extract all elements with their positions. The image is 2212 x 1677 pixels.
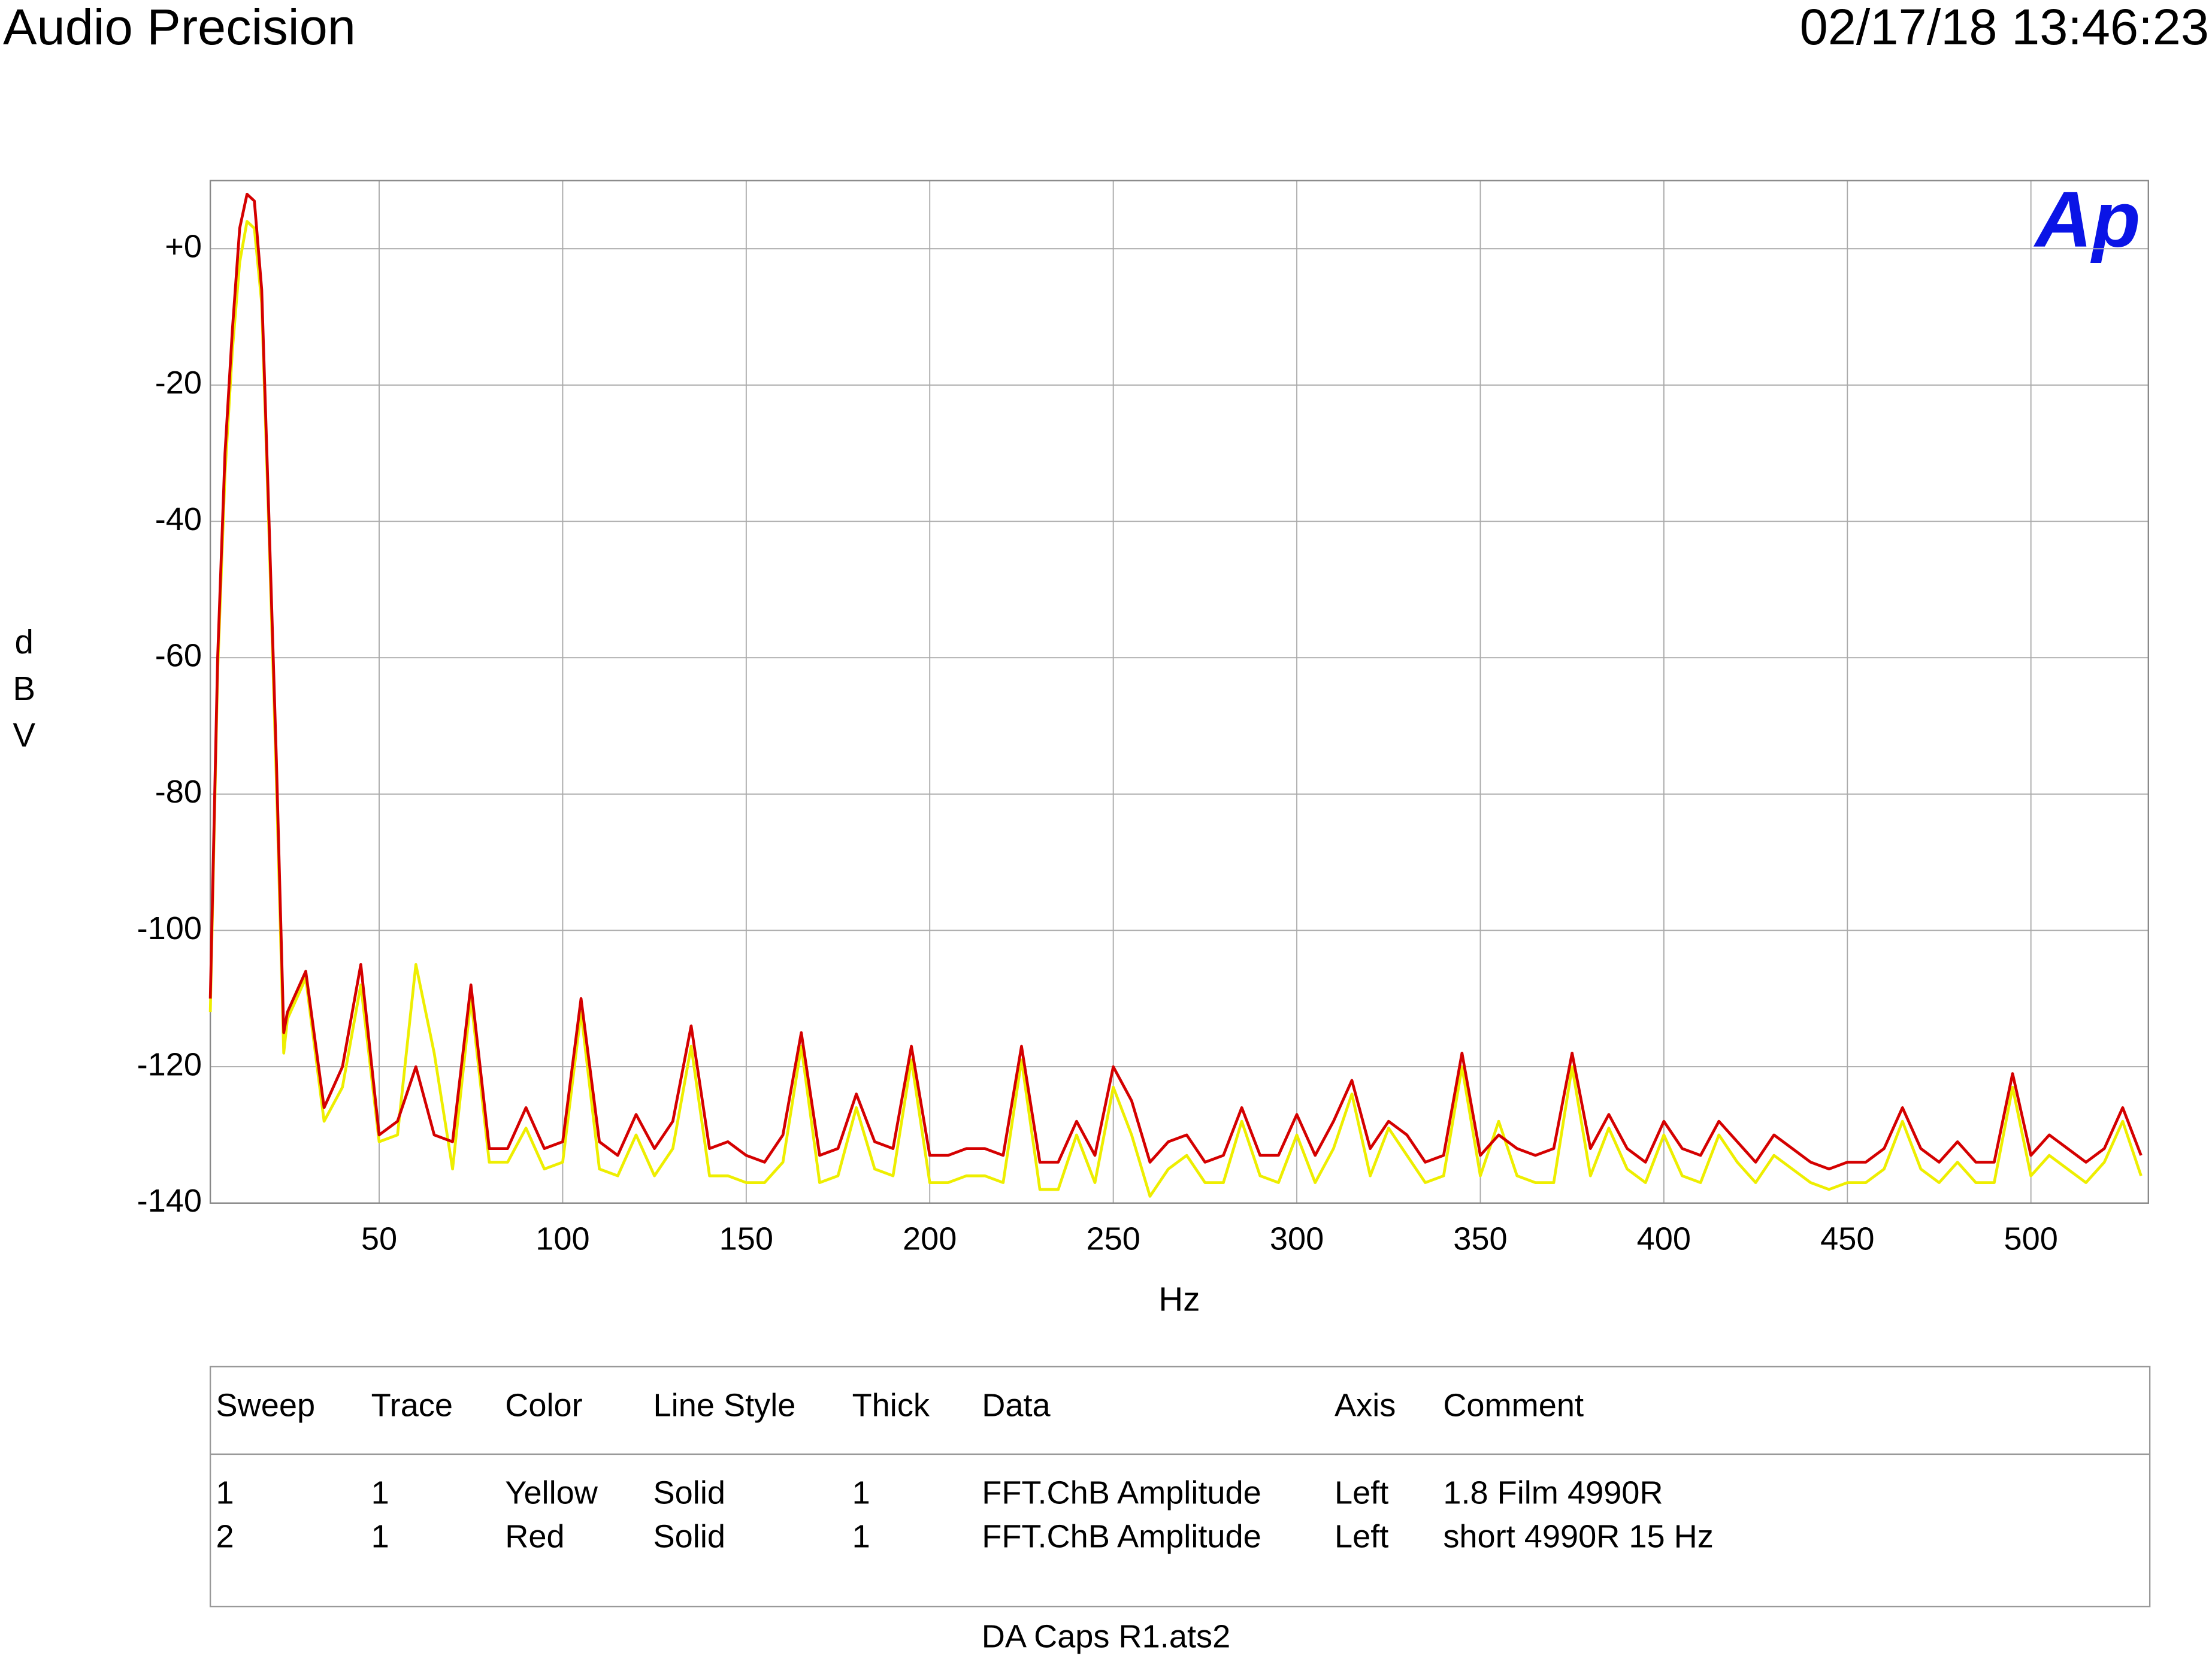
table-cell: 1 (371, 1475, 389, 1511)
x-tick-label: 100 (535, 1221, 589, 1257)
table-cell: FFT.ChB Amplitude (982, 1475, 1261, 1511)
table-cell: Red (505, 1519, 564, 1555)
table-cell: Left (1335, 1519, 1388, 1555)
x-tick-label: 350 (1453, 1221, 1507, 1257)
logo: Ap (2034, 175, 2141, 264)
table-cell: Solid (653, 1519, 725, 1555)
y-tick-label: -60 (155, 637, 202, 673)
table-cell: 1 (371, 1519, 389, 1555)
table-cell: short 4990R 15 Hz (1443, 1519, 1714, 1555)
table-header: Color (505, 1388, 582, 1424)
table-cell: 2 (216, 1519, 234, 1555)
table-cell: Yellow (505, 1475, 598, 1511)
y-tick-label: -40 (155, 501, 202, 537)
y-tick-label: -80 (155, 774, 202, 810)
x-tick-label: 500 (2004, 1221, 2058, 1257)
x-tick-label: 450 (1820, 1221, 1874, 1257)
x-tick-label: 150 (719, 1221, 773, 1257)
y-tick-label: +0 (165, 229, 202, 265)
table-cell: 1.8 Film 4990R (1443, 1475, 1663, 1511)
footer: DA Caps R1.ats2 (982, 1619, 1230, 1655)
table-cell: Solid (653, 1475, 725, 1511)
table-cell: FFT.ChB Amplitude (982, 1519, 1261, 1555)
series-line (208, 220, 2143, 1198)
table-cell: 1 (852, 1475, 870, 1511)
x-tick-label: 400 (1637, 1221, 1691, 1257)
y-tick-label: -20 (155, 365, 202, 401)
y-tick-label: -120 (137, 1046, 202, 1082)
table-header: Comment (1443, 1388, 1584, 1424)
timestamp: 02/17/18 13:46:23 (1800, 0, 2209, 55)
table-header: Sweep (216, 1388, 316, 1424)
table-header: Axis (1335, 1388, 1396, 1424)
table-cell: Left (1335, 1475, 1388, 1511)
x-tick-label: 250 (1086, 1221, 1140, 1257)
table-header: Trace (371, 1388, 453, 1424)
table-frame (209, 1366, 2151, 1608)
table-header: Thick (852, 1388, 930, 1424)
table-cell: 1 (852, 1519, 870, 1555)
table-header: Data (982, 1388, 1051, 1424)
x-tick-label: 200 (903, 1221, 957, 1257)
y-tick-label: -100 (137, 910, 202, 946)
y-tick-label: -140 (137, 1183, 202, 1219)
x-axis-label: Hz (1158, 1281, 1200, 1318)
x-tick-label: 300 (1270, 1221, 1324, 1257)
x-tick-label: 50 (361, 1221, 397, 1257)
series-line (208, 192, 2143, 1171)
title: Audio Precision (3, 0, 356, 55)
plot-frame (209, 180, 2149, 1204)
table-header: Line Style (653, 1388, 796, 1424)
table-cell: 1 (216, 1475, 234, 1511)
